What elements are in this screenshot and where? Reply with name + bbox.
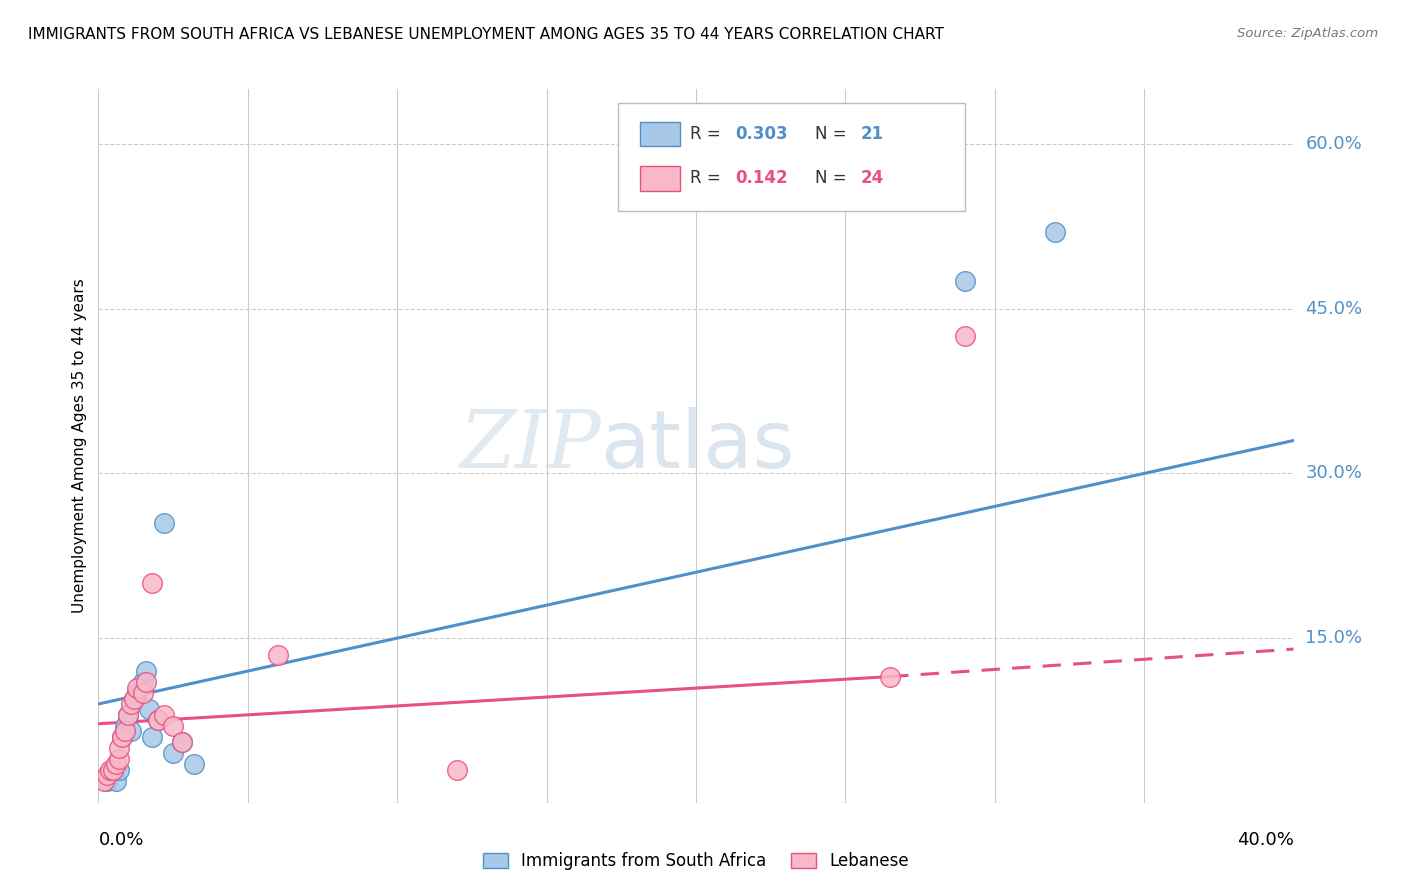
Point [127,681,149,695]
Point [183,757,205,772]
Text: N =: N = [815,169,852,187]
Text: 30.0%: 30.0% [1305,465,1362,483]
Point [124,691,146,706]
Point [120,697,142,711]
Point [953,274,976,288]
Point [124,691,146,706]
Point [153,516,176,530]
Text: R =: R = [690,125,725,143]
Point [953,329,976,343]
Point [148,714,170,728]
Point [111,730,134,744]
Text: 0.0%: 0.0% [98,831,143,849]
Point [103,763,125,777]
Point [98,763,122,777]
Point [96,773,118,788]
Point [108,752,131,766]
Point [162,747,184,761]
Point [108,763,131,777]
Point [108,740,131,755]
Point [105,773,128,788]
Point [105,757,128,772]
Point [135,664,157,678]
Point [141,730,163,744]
Text: N =: N = [815,125,852,143]
Point [267,648,290,662]
Text: 21: 21 [860,125,884,143]
Text: 0.142: 0.142 [735,169,787,187]
Point [103,763,125,777]
Point [93,773,115,788]
Point [1043,225,1066,239]
Text: atlas: atlas [600,407,794,485]
Point [114,724,136,739]
Point [127,686,149,700]
FancyBboxPatch shape [619,103,965,211]
Text: 0.303: 0.303 [735,125,787,143]
Point [114,719,136,733]
Y-axis label: Unemployment Among Ages 35 to 44 years: Unemployment Among Ages 35 to 44 years [72,278,87,614]
Legend: Immigrants from South Africa, Lebanese: Immigrants from South Africa, Lebanese [477,846,915,877]
Point [132,675,155,690]
Point [148,714,170,728]
Text: R =: R = [690,169,725,187]
Point [446,763,468,777]
Point [117,708,139,723]
Point [96,768,118,782]
Point [132,686,155,700]
Point [138,702,160,716]
Text: 40.0%: 40.0% [1237,831,1294,849]
Point [879,669,901,683]
Text: ZIP: ZIP [458,408,600,484]
Text: 60.0%: 60.0% [1305,135,1362,153]
Point [135,675,157,690]
Point [172,735,194,749]
Text: 45.0%: 45.0% [1305,300,1362,318]
Point [153,708,176,723]
Point [162,719,184,733]
Point [117,708,139,723]
Text: Source: ZipAtlas.com: Source: ZipAtlas.com [1237,27,1378,40]
Point [172,735,194,749]
Text: 15.0%: 15.0% [1305,629,1362,647]
Point [141,576,163,591]
Text: IMMIGRANTS FROM SOUTH AFRICA VS LEBANESE UNEMPLOYMENT AMONG AGES 35 TO 44 YEARS : IMMIGRANTS FROM SOUTH AFRICA VS LEBANESE… [28,27,943,42]
Text: 24: 24 [860,169,884,187]
Point [120,724,142,739]
FancyBboxPatch shape [640,166,681,191]
FancyBboxPatch shape [640,122,681,146]
Point [111,730,134,744]
